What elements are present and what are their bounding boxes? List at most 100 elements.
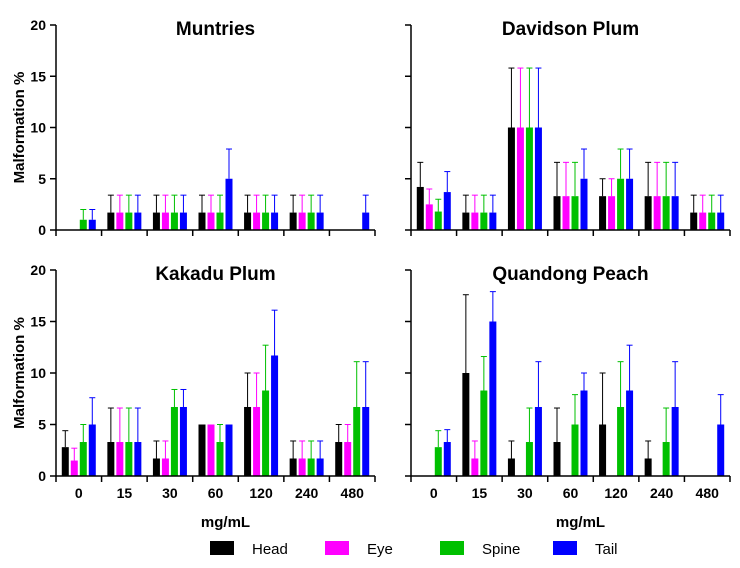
bar	[525, 127, 533, 230]
legend-label: Head	[252, 541, 288, 558]
legend-item-head: Head	[210, 541, 288, 558]
legend-label: Eye	[367, 541, 393, 558]
bar	[580, 178, 588, 230]
bar	[152, 458, 160, 476]
bar	[225, 424, 233, 476]
bar	[316, 458, 324, 476]
bar	[198, 424, 206, 476]
bar	[443, 442, 451, 476]
bar	[480, 212, 488, 230]
legend-item-spine: Spine	[440, 541, 520, 558]
bar	[161, 458, 169, 476]
bar	[61, 447, 69, 476]
bar	[480, 390, 488, 476]
bar	[70, 460, 78, 476]
panel-kakadu-plum: Kakadu Plum 0 5 10 15 20 0 15 30 60 120 240 480 mg/mL…	[11, 262, 376, 531]
panel-title: Quandong Peach	[492, 264, 648, 285]
y-tick-label: 0	[38, 468, 46, 484]
y-axis-label: Malformation %	[11, 317, 28, 429]
x-tick-label: 15	[117, 485, 133, 501]
panel-title: Kakadu Plum	[155, 264, 275, 285]
y-tick-label: 5	[38, 417, 46, 433]
bar	[553, 196, 561, 230]
bar	[271, 355, 279, 476]
bar	[462, 373, 470, 476]
bar	[662, 196, 670, 230]
bar	[262, 390, 270, 476]
bar	[416, 186, 424, 230]
bar	[571, 424, 579, 476]
bar	[653, 196, 661, 230]
x-tick-label: 480	[696, 485, 720, 501]
bar	[244, 406, 252, 476]
y-tick-label: 5	[38, 171, 46, 187]
legend-swatch	[325, 541, 349, 555]
bar	[170, 212, 178, 230]
bar	[525, 442, 533, 476]
bar	[298, 212, 306, 230]
panel-title: Davidson Plum	[502, 19, 639, 40]
bar	[644, 458, 652, 476]
x-tick-label: 0	[75, 485, 83, 501]
bar	[534, 406, 542, 476]
x-tick-label: 15	[472, 485, 488, 501]
bar	[708, 212, 716, 230]
legend-label: Tail	[595, 541, 618, 558]
bar	[289, 458, 297, 476]
y-tick-label: 20	[30, 262, 46, 278]
bar	[125, 442, 133, 476]
bar	[599, 196, 607, 230]
legend: Head Eye Spine Tail	[210, 541, 618, 558]
legend-swatch	[440, 541, 464, 555]
y-tick-label: 10	[30, 120, 46, 136]
bar	[88, 219, 96, 230]
y-tick-label: 15	[30, 68, 46, 84]
bar	[626, 178, 634, 230]
bar	[179, 406, 187, 476]
bar	[335, 442, 343, 476]
bar	[580, 390, 588, 476]
y-axis-label: Malformation %	[11, 72, 28, 184]
bar	[344, 442, 352, 476]
bar	[271, 212, 279, 230]
x-tick-label: 240	[295, 485, 319, 501]
bar	[471, 212, 479, 230]
bar	[425, 204, 433, 230]
bar	[662, 442, 670, 476]
x-tick-label: 480	[341, 485, 365, 501]
bar	[717, 424, 725, 476]
x-axis-label: mg/mL	[201, 514, 250, 531]
bar	[489, 212, 497, 230]
panel-davidson-plum: Davidson Plum	[405, 19, 731, 236]
bar	[644, 196, 652, 230]
bar	[116, 442, 124, 476]
bar	[107, 442, 115, 476]
bar	[316, 212, 324, 230]
bar	[626, 390, 634, 476]
x-tick-label: 60	[208, 485, 224, 501]
bar	[198, 212, 206, 230]
x-tick-label: 0	[430, 485, 438, 501]
bar	[170, 406, 178, 476]
bar	[244, 212, 252, 230]
bar	[617, 178, 625, 230]
legend-item-tail: Tail	[553, 541, 618, 558]
bar	[207, 212, 215, 230]
bar	[179, 212, 187, 230]
bar	[79, 219, 87, 230]
bar	[107, 212, 115, 230]
y-tick-label: 15	[30, 314, 46, 330]
bar	[161, 212, 169, 230]
y-tick-label: 10	[30, 365, 46, 381]
bar	[88, 424, 96, 476]
bar	[253, 406, 261, 476]
legend-item-eye: Eye	[325, 541, 393, 558]
legend-swatch	[210, 541, 234, 555]
bar	[353, 406, 361, 476]
bar	[262, 212, 270, 230]
bar	[216, 442, 224, 476]
y-tick-label: 0	[38, 222, 46, 238]
bar	[434, 447, 442, 476]
bar	[534, 127, 542, 230]
